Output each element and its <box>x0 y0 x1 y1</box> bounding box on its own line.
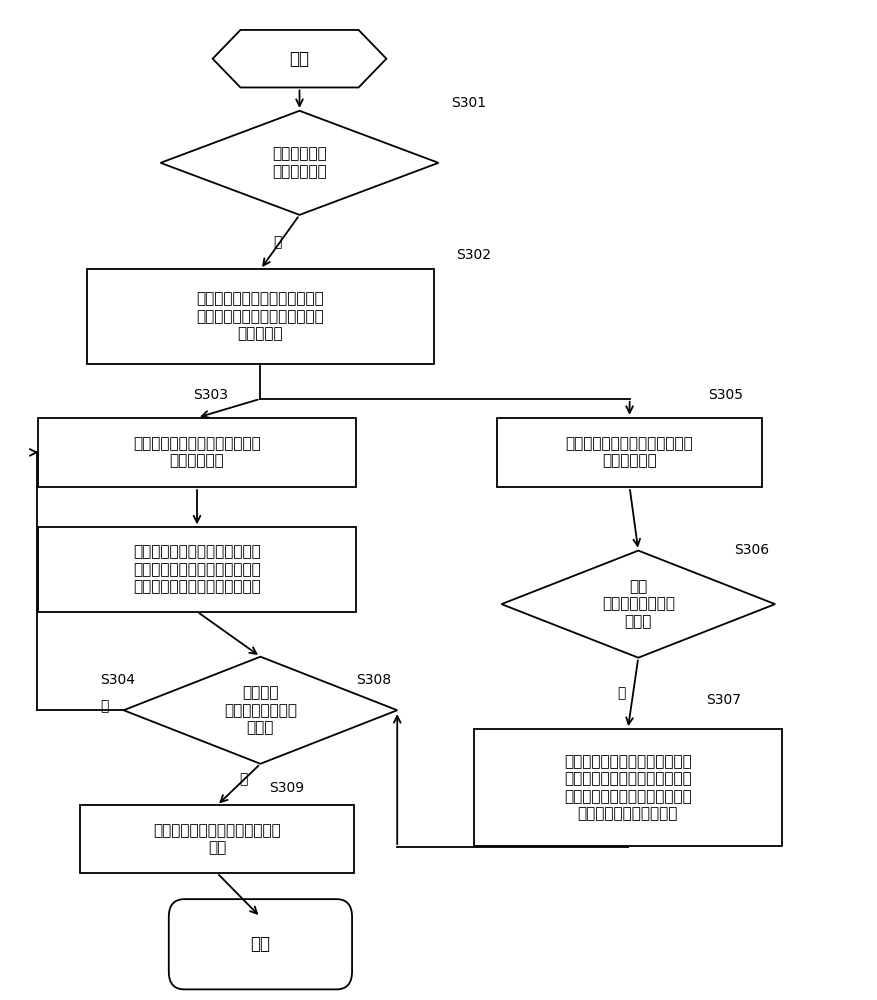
Text: S302: S302 <box>456 248 491 262</box>
Text: 比较座椅电机的实时运行速度和
防夹参考速度: 比较座椅电机的实时运行速度和 防夹参考速度 <box>133 436 260 469</box>
Text: 开始: 开始 <box>289 50 310 68</box>
Text: 判断座椅电机
是否运行稳定: 判断座椅电机 是否运行稳定 <box>272 147 327 179</box>
Text: 判断
变化值是否大于预
设压差: 判断 变化值是否大于预 设压差 <box>602 579 674 629</box>
Text: 生成并输出防夹控制信号至座椅
电机: 生成并输出防夹控制信号至座椅 电机 <box>153 823 281 855</box>
Text: S309: S309 <box>269 781 304 795</box>
Text: 结束: 结束 <box>251 935 270 953</box>
Text: 若座椅电机的实时运行速度大于
防夹参考速度，将防夹参考速度
更新为座椅电机的实时运行速度: 若座椅电机的实时运行速度大于 防夹参考速度，将防夹参考速度 更新为座椅电机的实时… <box>133 545 260 594</box>
Text: S306: S306 <box>734 543 769 557</box>
Text: S305: S305 <box>708 388 743 402</box>
Text: S304: S304 <box>100 673 135 687</box>
Text: S303: S303 <box>193 388 228 402</box>
Text: 根据预设压差计算得到参考速度
偏移量，与前一时刻的防夹参考
速度相加作为当前及之后第一预
设时长内的防夹参考速度: 根据预设压差计算得到参考速度 偏移量，与前一时刻的防夹参考 速度相加作为当前及之… <box>564 754 692 821</box>
Text: 是: 是 <box>617 686 625 700</box>
Text: 是: 是 <box>239 773 247 787</box>
Text: S307: S307 <box>706 693 741 707</box>
Text: 是: 是 <box>274 235 282 249</box>
Text: S308: S308 <box>356 673 391 687</box>
Text: 否: 否 <box>100 699 109 713</box>
Text: 记录座椅电机运行稳定之后第一
时刻的座椅电机运行速度作为防
夹参考速度: 记录座椅电机运行稳定之后第一 时刻的座椅电机运行速度作为防 夹参考速度 <box>196 292 324 341</box>
Text: 实时判断
差值是否大于预设
速度差: 实时判断 差值是否大于预设 速度差 <box>224 685 297 735</box>
Text: 计算座椅电机的实时电压与标准
电压的变化值: 计算座椅电机的实时电压与标准 电压的变化值 <box>566 436 694 469</box>
Text: S301: S301 <box>452 96 487 110</box>
